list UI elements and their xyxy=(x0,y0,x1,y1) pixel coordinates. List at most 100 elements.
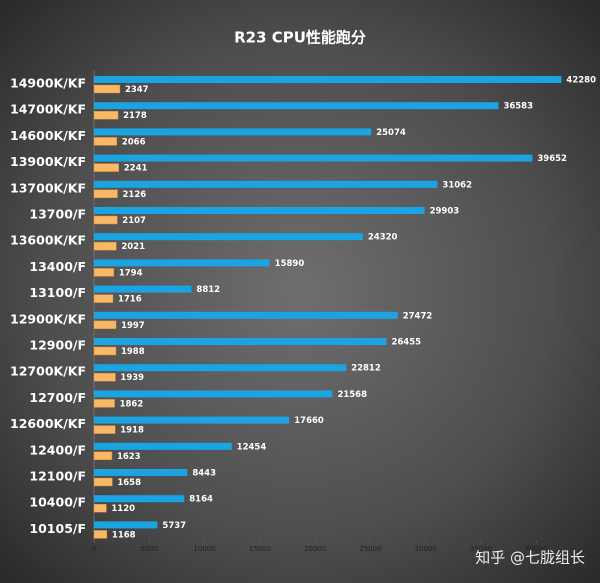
x-tick-label: 30000 xyxy=(415,545,437,553)
value-label: 1997 xyxy=(121,321,145,331)
value-label: 2107 xyxy=(122,216,146,226)
bar xyxy=(94,207,425,214)
value-label: 1168 xyxy=(112,530,136,540)
x-tick-label: 20000 xyxy=(304,545,326,553)
x-tick-label: 35000 xyxy=(470,545,492,553)
y-tick-label: 12600K/KF xyxy=(10,416,86,431)
bar xyxy=(94,311,398,319)
value-label: 22812 xyxy=(351,364,381,374)
bar xyxy=(93,163,120,172)
y-tick-label: 13900K/KF xyxy=(10,154,86,169)
bar xyxy=(93,84,121,94)
value-label: 1862 xyxy=(120,399,144,409)
x-tick-label: 10000 xyxy=(193,545,215,553)
x-tick-label: 40000 xyxy=(525,545,547,553)
bar xyxy=(94,495,185,503)
bar xyxy=(94,469,188,476)
bar xyxy=(94,76,562,83)
value-label: 21568 xyxy=(337,390,367,400)
y-tick-label: 14600K/KF xyxy=(10,128,86,143)
value-label: 1794 xyxy=(119,268,143,278)
value-label: 27472 xyxy=(403,311,433,321)
value-label: 31062 xyxy=(442,180,472,190)
value-label: 2178 xyxy=(123,111,147,121)
value-label: 1988 xyxy=(121,347,145,357)
value-label: 1939 xyxy=(120,373,144,383)
bar xyxy=(94,154,533,162)
bar xyxy=(94,259,270,267)
bar xyxy=(93,372,116,382)
value-label: 15890 xyxy=(275,259,305,269)
y-tick-label: 13700/F xyxy=(29,207,86,222)
value-label: 1658 xyxy=(117,478,141,488)
y-tick-label: 12400/F xyxy=(29,442,86,457)
bar xyxy=(93,346,117,356)
value-label: 8164 xyxy=(189,495,213,505)
y-tick-label: 10105/F xyxy=(29,521,86,536)
bar xyxy=(93,268,115,277)
bar xyxy=(93,137,118,146)
value-label: 24320 xyxy=(368,233,398,243)
value-label: 1716 xyxy=(118,295,142,305)
watermark: 知乎 @七胧组长 xyxy=(475,549,585,567)
y-tick-label: 12700K/KF xyxy=(10,364,86,379)
value-label: 42280 xyxy=(566,76,596,86)
value-label: 2241 xyxy=(124,164,148,174)
bar xyxy=(94,338,387,345)
x-tick-label: 15000 xyxy=(249,545,271,553)
y-tick-label: 12100/F xyxy=(29,469,86,484)
value-label: 12454 xyxy=(237,442,267,452)
y-tick-label: 14700K/KF xyxy=(10,102,86,117)
x-tick-label: 25000 xyxy=(359,545,381,553)
y-tick-label: 14900K/KF xyxy=(10,76,86,91)
chart-title: R23 CPU性能跑分 xyxy=(234,29,366,47)
value-label: 2021 xyxy=(121,242,145,252)
value-label: 29903 xyxy=(430,207,460,217)
bar xyxy=(93,215,118,225)
bar xyxy=(93,320,117,330)
value-label: 2126 xyxy=(123,190,147,200)
value-label: 1120 xyxy=(111,504,135,514)
value-label: 1918 xyxy=(120,426,144,436)
x-tick-label: 0 xyxy=(92,545,96,553)
value-label: 39652 xyxy=(537,154,567,164)
bar xyxy=(94,102,499,110)
y-tick-label: 13400/F xyxy=(29,259,86,274)
value-label: 8443 xyxy=(192,469,216,479)
y-tick-label: 13100/F xyxy=(29,285,86,300)
bar xyxy=(93,110,119,120)
bar xyxy=(94,128,372,136)
value-label: 17660 xyxy=(294,416,324,426)
bar xyxy=(93,241,117,251)
bar xyxy=(93,503,107,513)
value-label: 36583 xyxy=(503,102,533,112)
bar xyxy=(94,416,290,424)
y-tick-label: 13700K/KF xyxy=(10,180,86,195)
bar xyxy=(93,451,113,461)
value-label: 2066 xyxy=(122,137,146,147)
value-label: 5737 xyxy=(162,521,186,531)
bar xyxy=(93,477,113,487)
bar xyxy=(93,399,115,408)
value-label: 25074 xyxy=(376,128,406,138)
x-tick-label: 5000 xyxy=(140,545,158,553)
bar xyxy=(94,364,347,372)
value-label: 8812 xyxy=(196,285,220,295)
bar xyxy=(94,180,438,188)
y-tick-label: 12900K/KF xyxy=(10,311,86,326)
bar xyxy=(93,425,116,434)
y-tick-label: 12700/F xyxy=(29,390,86,405)
bar xyxy=(94,285,192,293)
y-tick-label: 12900/F xyxy=(29,338,86,353)
value-label: 26455 xyxy=(391,338,421,348)
value-label: 2347 xyxy=(125,85,149,95)
bar xyxy=(94,233,363,241)
bar xyxy=(93,294,114,303)
bar xyxy=(94,390,333,398)
bar xyxy=(93,530,108,539)
bar xyxy=(93,189,118,199)
bar xyxy=(94,442,232,450)
y-tick-label: 13600K/KF xyxy=(10,233,86,248)
